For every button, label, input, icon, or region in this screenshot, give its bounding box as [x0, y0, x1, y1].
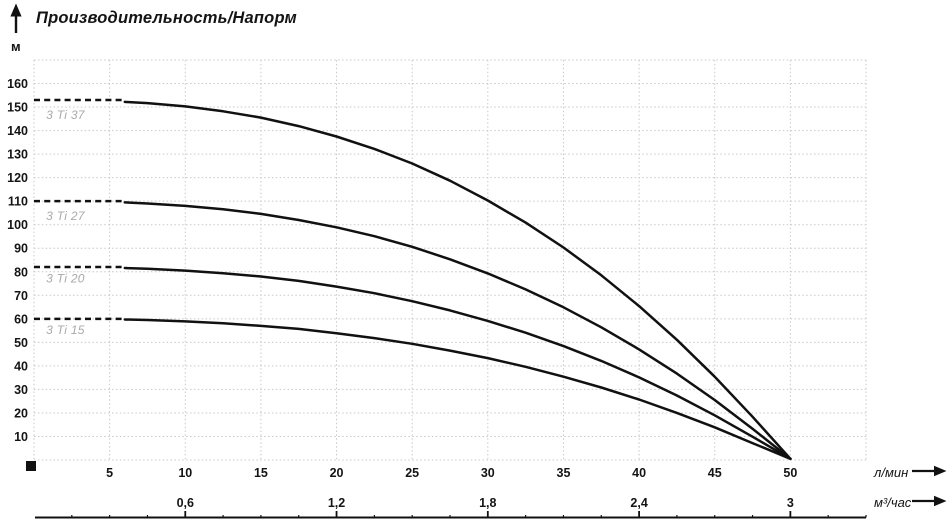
x-tick-label: 10 — [178, 466, 192, 480]
x2-tick-label: 3 — [787, 496, 794, 510]
curve-3-ti-27 — [123, 201, 792, 461]
grid-layer — [33, 59, 867, 461]
curves-layer — [34, 98, 792, 461]
x2-tick-label: 0,6 — [177, 496, 194, 510]
x2-tick-label: 2,4 — [630, 496, 647, 510]
x-axis-right-arrow-icon — [912, 465, 947, 477]
x-tick-label: 30 — [481, 466, 495, 480]
y-tick-label: 140 — [7, 124, 28, 138]
y-tick-label: 150 — [7, 101, 28, 115]
x-axis-unit-label: л/мин — [873, 465, 908, 480]
series-label-3-ti-15: 3 Ti 15 — [46, 323, 85, 337]
y-axis-tick-labels: 10 20 30 40 50 60 70 80 90 100 110 120 130 140 150 160 — [7, 77, 28, 444]
x-tick-label: 25 — [405, 466, 419, 480]
y-tick-label: 130 — [7, 148, 28, 162]
secondary-x-axis-tick-labels: 0,6 1,2 1,8 2,4 3 — [177, 496, 794, 510]
y-tick-label: 20 — [14, 406, 28, 420]
secondary-x-axis-right-arrow-icon — [912, 495, 947, 507]
x2-tick-label: 1,2 — [328, 496, 345, 510]
x-tick-label: 20 — [330, 466, 344, 480]
origin-square-marker — [26, 461, 36, 471]
x-tick-label: 5 — [106, 466, 113, 480]
y-tick-label: 110 — [8, 195, 28, 209]
y-tick-label: 10 — [14, 430, 28, 444]
y-tick-label: 160 — [7, 77, 28, 91]
curve-3-ti-37 — [123, 100, 792, 461]
y-tick-label: 60 — [14, 312, 28, 326]
y-tick-label: 70 — [14, 289, 28, 303]
y-axis-up-arrow-icon — [10, 3, 22, 33]
curve-3-ti-15 — [123, 318, 792, 461]
secondary-x-axis-unit-label: м³/час — [874, 495, 912, 510]
y-tick-label: 120 — [7, 171, 28, 185]
secondary-x-axis-line — [35, 511, 867, 519]
series-label-3-ti-37: 3 Ti 37 — [46, 108, 86, 122]
y-axis-unit-label: м — [11, 39, 21, 54]
x2-tick-label: 1,8 — [479, 496, 496, 510]
series-labels-layer: 3 Ti 37 3 Ti 27 3 Ti 20 3 Ti 15 — [46, 108, 86, 337]
x-tick-label: 50 — [783, 466, 797, 480]
x-axis-tick-labels: 5 10 15 20 25 30 35 40 45 50 — [106, 466, 797, 480]
x-tick-label: 45 — [708, 466, 722, 480]
y-tick-label: 40 — [14, 359, 28, 373]
y-tick-label: 50 — [14, 336, 28, 350]
x-tick-label: 15 — [254, 466, 268, 480]
y-tick-label: 90 — [14, 242, 28, 256]
y-tick-label: 80 — [14, 265, 28, 279]
x-tick-label: 40 — [632, 466, 646, 480]
y-tick-label: 30 — [14, 383, 28, 397]
series-label-3-ti-27: 3 Ti 27 — [46, 209, 86, 223]
y-tick-label: 100 — [7, 218, 28, 232]
series-label-3-ti-20: 3 Ti 20 — [46, 271, 85, 285]
chart-title: Производительность/Напорм — [36, 9, 297, 27]
x-tick-label: 35 — [557, 466, 571, 480]
curve-3-ti-20 — [123, 266, 792, 461]
